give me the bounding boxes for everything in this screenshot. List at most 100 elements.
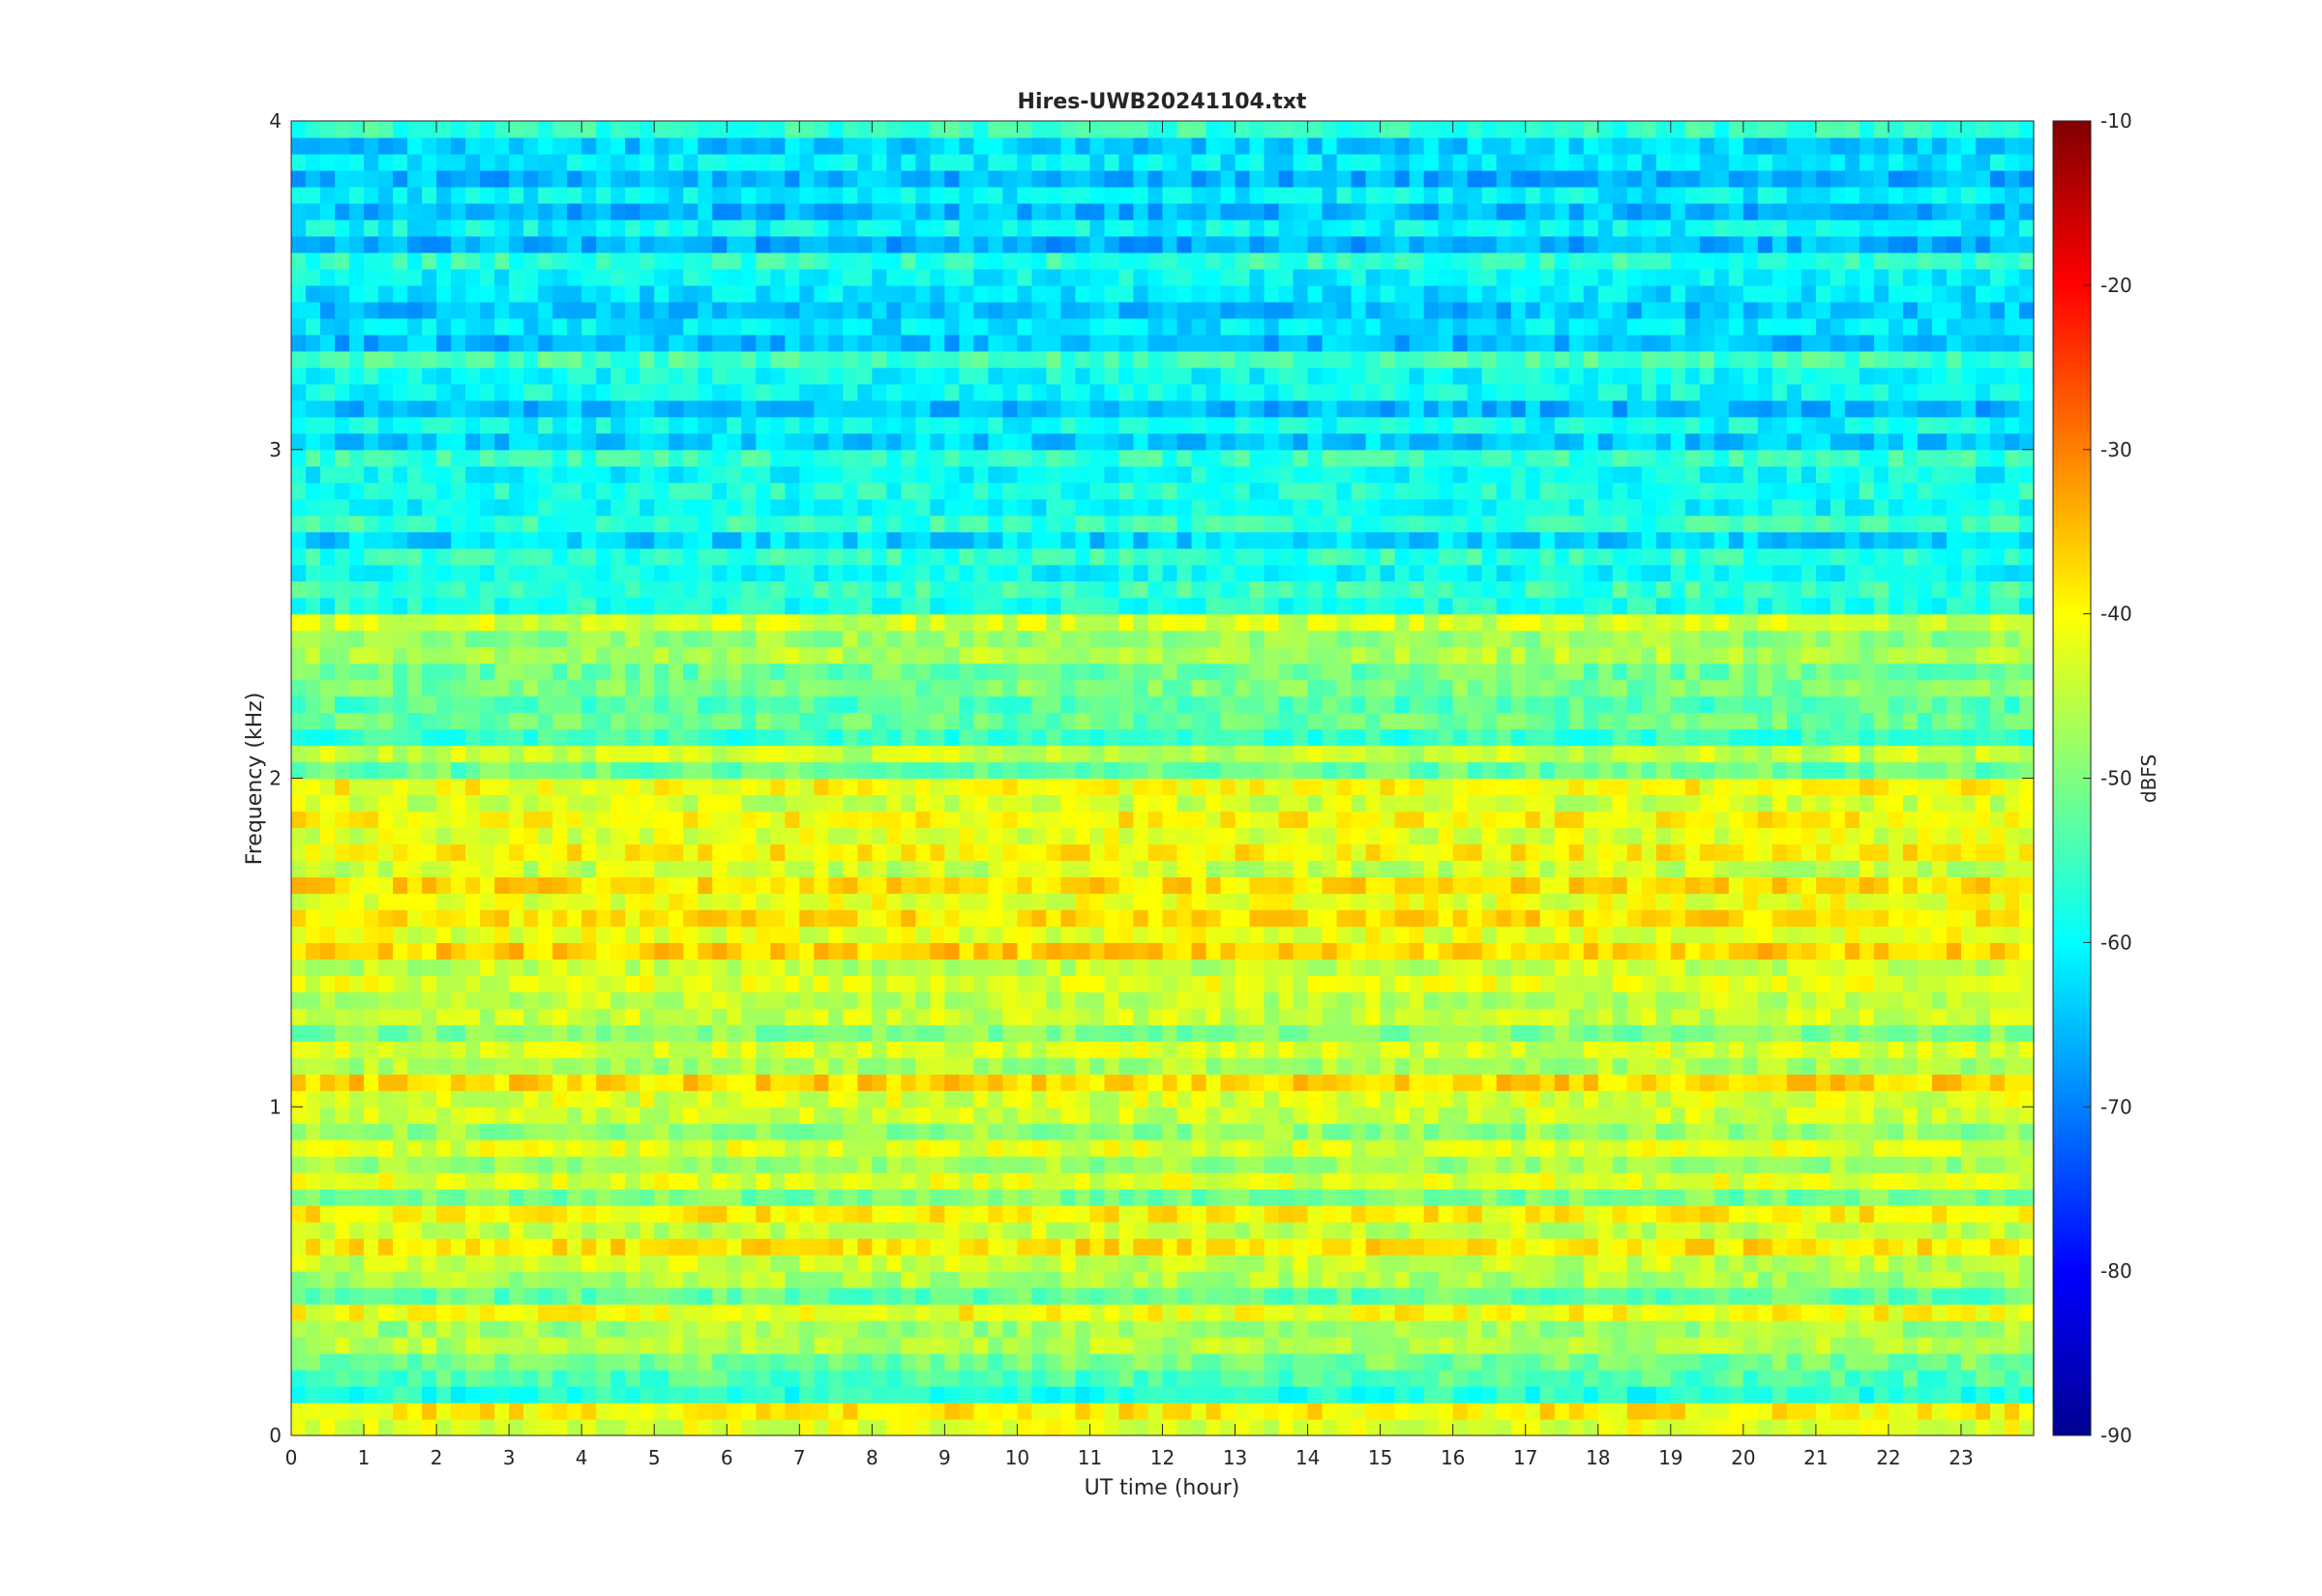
heatmap-cell bbox=[1539, 1320, 1556, 1338]
heatmap-cell bbox=[1351, 1041, 1367, 1058]
heatmap-cell bbox=[552, 1271, 568, 1288]
heatmap-cell bbox=[944, 926, 960, 943]
heatmap-cell bbox=[335, 1403, 350, 1420]
heatmap-cell bbox=[407, 876, 423, 895]
heatmap-cell bbox=[712, 811, 728, 829]
heatmap-cell bbox=[1786, 1057, 1802, 1075]
heatmap-cell bbox=[1017, 1172, 1033, 1190]
heatmap-cell bbox=[1917, 1337, 1933, 1354]
heatmap-cell bbox=[1380, 1156, 1396, 1173]
heatmap-cell bbox=[1147, 843, 1164, 862]
heatmap-cell bbox=[669, 1370, 684, 1387]
heatmap-cell bbox=[451, 1156, 466, 1173]
heatmap-cell bbox=[1830, 1304, 1846, 1321]
heatmap-cell bbox=[1452, 860, 1469, 878]
heatmap-cell bbox=[1046, 860, 1062, 878]
heatmap-cell bbox=[1118, 991, 1135, 1009]
heatmap-cell bbox=[1133, 1255, 1149, 1272]
heatmap-cell bbox=[915, 1353, 931, 1371]
heatmap-cell bbox=[1060, 1057, 1077, 1075]
heatmap-cell bbox=[1220, 1304, 1236, 1321]
heatmap-cell bbox=[1336, 827, 1353, 845]
heatmap-cell bbox=[1307, 1320, 1324, 1338]
heatmap-cell bbox=[1307, 1287, 1324, 1305]
heatmap-cell bbox=[1888, 1156, 1904, 1173]
heatmap-cell bbox=[901, 843, 916, 862]
heatmap-cell bbox=[1757, 860, 1773, 878]
heatmap-cell bbox=[1075, 1139, 1091, 1157]
heatmap-cell bbox=[1960, 1353, 1977, 1371]
heatmap-cell bbox=[1104, 1287, 1120, 1305]
heatmap-cell bbox=[683, 1041, 699, 1058]
heatmap-cell bbox=[814, 1271, 829, 1288]
heatmap-cell bbox=[1438, 827, 1454, 845]
heatmap-cell bbox=[1452, 1238, 1469, 1256]
heatmap-cell bbox=[828, 959, 844, 976]
heatmap-cell bbox=[1191, 1172, 1207, 1190]
heatmap-cell bbox=[1220, 1205, 1236, 1223]
heatmap-cell bbox=[1060, 1304, 1077, 1321]
heatmap-cell bbox=[1467, 1419, 1483, 1436]
heatmap-cell bbox=[669, 1255, 684, 1272]
heatmap-cell bbox=[494, 991, 510, 1009]
heatmap-cell bbox=[1888, 1255, 1904, 1272]
heatmap-cell bbox=[1626, 1255, 1643, 1272]
heatmap-cell bbox=[654, 843, 670, 862]
heatmap-cell bbox=[973, 959, 989, 976]
heatmap-cell bbox=[1626, 1238, 1643, 1256]
heatmap-cell bbox=[494, 1353, 510, 1371]
heatmap-cell bbox=[2004, 1074, 2020, 1091]
heatmap-cell bbox=[973, 1304, 989, 1321]
heatmap-cell bbox=[364, 843, 379, 862]
heatmap-cell bbox=[1757, 893, 1773, 910]
heatmap-cell bbox=[1713, 1090, 1730, 1108]
heatmap-cell bbox=[1206, 778, 1222, 796]
heatmap-cell bbox=[1220, 1090, 1236, 1108]
heatmap-cell bbox=[669, 959, 684, 976]
heatmap-cell bbox=[1104, 1222, 1120, 1239]
heatmap-cell bbox=[799, 745, 815, 763]
heatmap-cell bbox=[625, 1041, 640, 1058]
heatmap-cell bbox=[1859, 1403, 1875, 1420]
heatmap-cell bbox=[944, 1419, 960, 1436]
heatmap-cell bbox=[930, 1337, 945, 1354]
heatmap-cell bbox=[843, 1205, 858, 1223]
heatmap-cell bbox=[335, 909, 350, 927]
heatmap-cell bbox=[770, 876, 786, 895]
heatmap-cell bbox=[1365, 1386, 1382, 1404]
heatmap-cell bbox=[1568, 1205, 1585, 1223]
heatmap-cell bbox=[1597, 1156, 1614, 1173]
heatmap-cell bbox=[1960, 1403, 1977, 1420]
heatmap-cell bbox=[1075, 1172, 1091, 1190]
heatmap-cell bbox=[1699, 975, 1715, 992]
heatmap-cell bbox=[1293, 909, 1309, 927]
heatmap-cell bbox=[1888, 876, 1904, 895]
heatmap-cell bbox=[349, 827, 365, 845]
heatmap-cell bbox=[1380, 1304, 1396, 1321]
heatmap-cell bbox=[1931, 1024, 1948, 1042]
heatmap-cell bbox=[901, 811, 916, 829]
heatmap-cell bbox=[712, 843, 728, 862]
heatmap-cell bbox=[698, 860, 713, 878]
heatmap-cell bbox=[1844, 1304, 1861, 1321]
heatmap-cell bbox=[654, 1139, 670, 1157]
heatmap-cell bbox=[698, 1090, 713, 1108]
heatmap-cell bbox=[1830, 843, 1846, 862]
heatmap-cell bbox=[1423, 1320, 1440, 1338]
heatmap-cell bbox=[930, 975, 945, 992]
heatmap-cell bbox=[1771, 843, 1788, 862]
heatmap-cell bbox=[1757, 1107, 1773, 1124]
heatmap-cell bbox=[291, 926, 307, 943]
heatmap-cell bbox=[1235, 1172, 1251, 1190]
heatmap-cell bbox=[1859, 843, 1875, 862]
heatmap-cell bbox=[1438, 942, 1454, 960]
heatmap-cell bbox=[1191, 959, 1207, 976]
heatmap-cell bbox=[1960, 1337, 1977, 1354]
heatmap-cell bbox=[741, 876, 757, 895]
heatmap-cell bbox=[1002, 1189, 1019, 1206]
heatmap-cell bbox=[1626, 959, 1643, 976]
heatmap-cell bbox=[1597, 1419, 1614, 1436]
heatmap-cell bbox=[1960, 1172, 1977, 1190]
heatmap-cell bbox=[1235, 1090, 1251, 1108]
heatmap-cell bbox=[596, 876, 611, 895]
